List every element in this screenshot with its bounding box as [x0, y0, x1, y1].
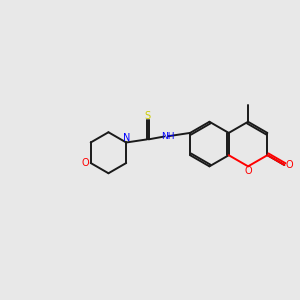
Text: O: O [286, 160, 293, 170]
Text: O: O [244, 167, 252, 176]
Text: N: N [122, 133, 130, 143]
Text: O: O [82, 158, 89, 168]
Text: S: S [144, 111, 150, 121]
Text: NH: NH [161, 132, 175, 141]
